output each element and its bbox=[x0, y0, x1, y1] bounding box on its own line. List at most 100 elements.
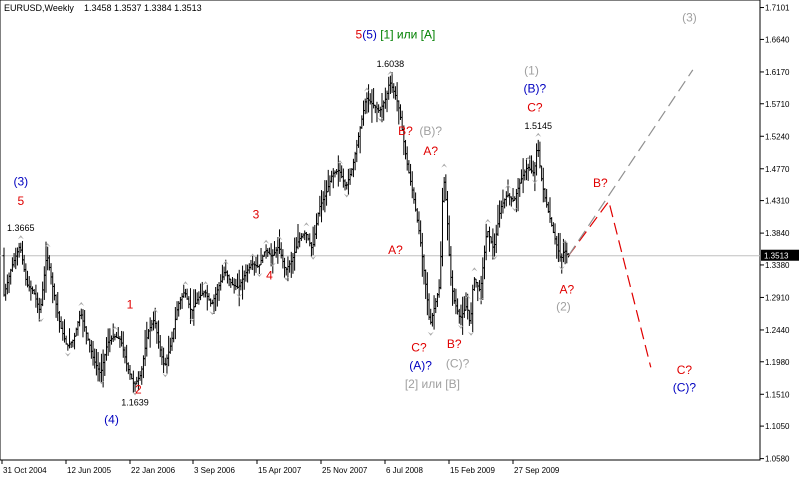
fractal-down-marker bbox=[209, 311, 216, 316]
fractal-up-marker bbox=[363, 87, 370, 92]
plot-area bbox=[0, 0, 761, 461]
fractal-up-marker bbox=[505, 184, 511, 189]
wave-label-c-q-bot: C? bbox=[411, 340, 427, 354]
fractal-up-marker bbox=[276, 236, 283, 241]
y-tick-label: 1.5240 bbox=[765, 132, 790, 141]
fractal-down-marker bbox=[132, 391, 139, 396]
fractal-up-marker bbox=[441, 163, 448, 168]
chart-header-ohlc: 1.3458 1.3537 1.3384 1.3513 bbox=[84, 3, 202, 13]
fractal-down-marker bbox=[531, 179, 538, 184]
fractal-down-marker bbox=[189, 317, 196, 322]
wave-label-a-q-mid: A? bbox=[388, 243, 403, 257]
wave-label-b-q-fore: B? bbox=[593, 176, 608, 190]
fractal-down-marker bbox=[37, 317, 44, 322]
y-tick-label: 1.4310 bbox=[765, 197, 790, 206]
x-tick-label: 3 Sep 2006 bbox=[194, 466, 235, 475]
forecast-lines bbox=[567, 69, 694, 368]
y-tick-label: 1.2910 bbox=[765, 293, 790, 302]
fractal-down-marker bbox=[64, 352, 71, 357]
wave-label-a-q-low: A? bbox=[559, 282, 574, 296]
wave-label-part: 5 bbox=[356, 28, 363, 42]
fractal-up-marker bbox=[222, 260, 229, 265]
current-price-label: 1.3513 bbox=[764, 252, 789, 261]
wave-label-w2: 2 bbox=[135, 383, 142, 397]
fractal-down-marker bbox=[98, 380, 105, 385]
price-extreme-label: 1.3665 bbox=[7, 223, 35, 233]
fractal-up-marker bbox=[337, 160, 343, 165]
y-tick-label: 1.3380 bbox=[765, 261, 790, 270]
fractal-up-marker bbox=[303, 222, 310, 227]
wave-label-w1: 1 bbox=[127, 298, 134, 312]
fractal-up-marker bbox=[562, 239, 569, 244]
y-axis: 1.7101 1.6640 1.6170 1.5710 1.5240 1.4770 1.43… bbox=[760, 4, 790, 464]
wave-label-w1-paren-top: (1) bbox=[524, 64, 539, 78]
x-axis: 31 Oct 2004 12 Jun 2005 22 Jan 2006 3 Sep 2… bbox=[1, 460, 560, 475]
x-tick-label: 27 Sep 2009 bbox=[514, 466, 560, 475]
wave-label-w2-paren: (2) bbox=[556, 300, 571, 314]
fractal-down-marker bbox=[256, 273, 263, 278]
y-tick-label: 1.7101 bbox=[765, 4, 790, 13]
y-tick-label: 1.3840 bbox=[765, 229, 790, 238]
wave-label-part: [2] или [B] bbox=[405, 377, 460, 391]
fractal-up-marker bbox=[387, 71, 394, 76]
fractal-up-marker bbox=[263, 239, 270, 244]
fractal-up-marker bbox=[44, 243, 51, 248]
fractal-down-marker bbox=[377, 117, 384, 122]
forecast-line-main bbox=[567, 199, 652, 368]
wave-label-w4: 4 bbox=[266, 268, 273, 282]
wave-label-a-paren-q: (A)? bbox=[409, 358, 432, 372]
wave-label-c-q-top: C? bbox=[527, 100, 543, 114]
fractal-up-marker bbox=[17, 235, 24, 240]
y-tick-label: 1.2440 bbox=[765, 326, 790, 335]
fractal-down-marker bbox=[468, 331, 475, 336]
wave-label-b-paren-q: (B)? bbox=[419, 124, 442, 138]
fractal-down-marker bbox=[478, 297, 485, 302]
fractal-up-marker bbox=[111, 326, 118, 331]
y-tick-label: 1.4770 bbox=[765, 165, 790, 174]
chart-header-symbol: EURUSD,Weekly bbox=[4, 3, 74, 13]
fractal-down-marker bbox=[310, 255, 317, 260]
fractal-down-marker bbox=[236, 293, 243, 298]
x-tick-label: 15 Apr 2007 bbox=[258, 466, 302, 475]
price-extreme-label: 1.5145 bbox=[524, 121, 552, 131]
fractal-up-marker bbox=[78, 301, 85, 306]
x-tick-label: 15 Feb 2009 bbox=[450, 466, 495, 475]
y-tick-label: 1.0580 bbox=[765, 455, 790, 464]
x-tick-label: 12 Jun 2005 bbox=[67, 466, 112, 475]
fractal-up-marker bbox=[464, 295, 471, 300]
fractal-up-marker bbox=[182, 281, 189, 286]
wave-labels: 1.3665 1.1639 1.6038 1.5145 (3) 5 1 2 (4) 3 4 B? (B)… bbox=[7, 10, 697, 426]
price-bars bbox=[2, 72, 570, 393]
x-tick-label: 6 Jul 2008 bbox=[386, 466, 423, 475]
y-tick-label: 1.1510 bbox=[765, 390, 790, 399]
wave-label-bottom-or: [2] или [B] bbox=[405, 377, 460, 391]
wave-label-a-q-top: A? bbox=[423, 144, 438, 158]
fractal-down-marker bbox=[457, 324, 464, 329]
wave-label-c-paren-q: (C)? bbox=[446, 356, 470, 370]
fractal-up-marker bbox=[202, 281, 209, 286]
fractal-down-marker bbox=[491, 255, 498, 260]
wave-label-w3: 3 bbox=[253, 208, 260, 222]
fractal-down-marker bbox=[269, 262, 276, 267]
wave-label-part: [1] или [A] bbox=[377, 28, 435, 42]
fractal-up-marker bbox=[525, 156, 532, 161]
x-tick-label: 22 Jan 2006 bbox=[131, 466, 176, 475]
fractal-down-marker bbox=[343, 193, 350, 198]
x-tick-label: 31 Oct 2004 bbox=[3, 466, 47, 475]
y-tick-label: 1.6640 bbox=[765, 35, 790, 44]
forecast-line-alt bbox=[567, 69, 694, 257]
fractal-down-marker bbox=[162, 373, 169, 378]
fractal-markers bbox=[17, 71, 569, 396]
fractal-down-marker bbox=[511, 207, 518, 212]
wave-label-w5: 5 bbox=[17, 194, 24, 208]
x-tick-label: 25 Nov 2007 bbox=[322, 466, 368, 475]
price-extreme-label: 1.6038 bbox=[377, 59, 405, 69]
y-tick-label: 1.6170 bbox=[765, 68, 790, 77]
fractal-down-marker bbox=[283, 276, 290, 281]
wave-label-b-q-bot: B? bbox=[447, 337, 462, 351]
fractal-up-marker bbox=[249, 253, 256, 258]
wave-label-w3-paren-fore: (3) bbox=[682, 10, 697, 24]
fractal-up-marker bbox=[471, 267, 478, 272]
